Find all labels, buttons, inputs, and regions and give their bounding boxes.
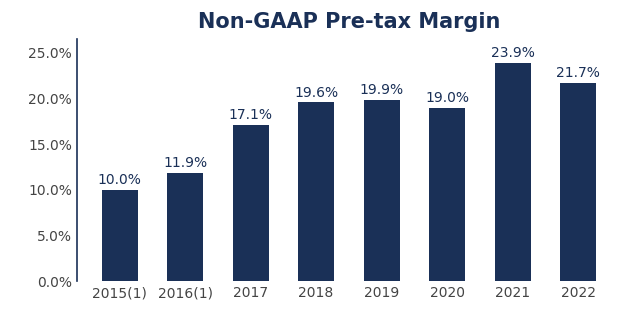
Bar xyxy=(167,173,203,281)
Bar xyxy=(560,83,596,281)
Text: 23.9%: 23.9% xyxy=(491,46,534,60)
Text: 19.6%: 19.6% xyxy=(294,85,338,99)
Bar xyxy=(102,190,138,281)
Bar xyxy=(298,102,334,281)
Bar xyxy=(364,99,399,281)
Text: 17.1%: 17.1% xyxy=(228,108,273,122)
Text: 19.9%: 19.9% xyxy=(360,83,404,97)
Title: Non-GAAP Pre-tax Margin: Non-GAAP Pre-tax Margin xyxy=(198,12,500,32)
Text: 10.0%: 10.0% xyxy=(98,173,141,187)
Bar xyxy=(429,108,465,281)
Text: 19.0%: 19.0% xyxy=(425,91,469,105)
Text: 21.7%: 21.7% xyxy=(556,66,600,80)
Text: 11.9%: 11.9% xyxy=(163,156,207,170)
Bar xyxy=(232,125,269,281)
Bar xyxy=(495,63,531,281)
